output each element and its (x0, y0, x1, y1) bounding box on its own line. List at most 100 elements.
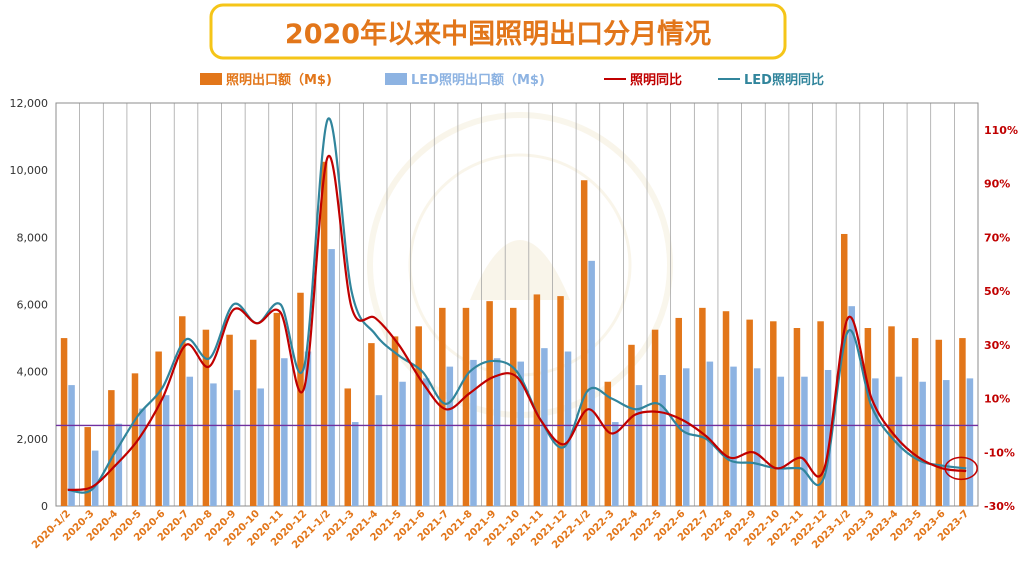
highlight-ellipse (944, 456, 978, 481)
bar-lighting-18 (486, 301, 493, 506)
y-right-tick-label: -10% (984, 446, 1015, 459)
bar-led-6 (210, 383, 217, 506)
bar-lighting-14 (391, 336, 399, 506)
bar-led-10 (304, 351, 312, 506)
bar-lighting-36 (911, 338, 919, 506)
bar-led-14 (399, 381, 406, 506)
y-right-tick-label: 90% (984, 178, 1010, 191)
bar-lighting-8 (249, 339, 257, 506)
bar-led-9 (281, 358, 288, 506)
bar-lighting-10 (297, 292, 304, 506)
bar-lighting-23 (604, 381, 612, 506)
legend-label: 照明出口额（M$) (226, 72, 332, 88)
bar-lighting-13 (368, 343, 375, 506)
bar-led-8 (257, 388, 264, 506)
bar-lighting-6 (202, 329, 210, 506)
y-left-tick-label: 12,000 (10, 97, 49, 110)
y-right-tick-label: -30% (984, 500, 1015, 513)
legend-item-2: 照明同比 (604, 72, 682, 88)
bar-led-3 (139, 408, 146, 506)
bar-lighting-31 (793, 328, 801, 506)
bar-led-24 (635, 385, 643, 506)
bar-lighting-30 (770, 321, 777, 506)
y-left-tick-label: 0 (41, 500, 48, 513)
bar-lighting-28 (722, 311, 730, 506)
bar-lighting-37 (935, 339, 943, 506)
bar-lighting-12 (344, 388, 352, 506)
bar-led-28 (730, 366, 737, 506)
bar-led-32 (824, 369, 832, 506)
y-right-tick-label: 50% (984, 285, 1010, 298)
legend-swatch (385, 73, 407, 85)
bar-led-37 (943, 380, 950, 506)
y-left-tick-label: 4,000 (17, 366, 49, 379)
bar-led-36 (919, 381, 926, 506)
bar-lighting-3 (131, 373, 139, 506)
bar-lighting-25 (651, 329, 659, 506)
bar-lighting-2 (108, 390, 115, 506)
bar-led-5 (186, 376, 194, 506)
bar-led-13 (375, 395, 383, 506)
bar-led-12 (352, 422, 359, 506)
legend-swatch (200, 73, 222, 85)
bar-lighting-11 (320, 161, 328, 507)
bar-lighting-15 (415, 326, 422, 506)
bar-lighting-4 (155, 351, 162, 506)
bar-led-34 (872, 378, 879, 506)
bar-lighting-5 (179, 316, 186, 506)
bar-led-26 (682, 368, 690, 506)
bar-lighting-27 (699, 307, 706, 506)
legend-label: LED照明出口额（M$) (411, 72, 545, 88)
bar-led-19 (517, 361, 524, 506)
y-right-tick-label: 110% (984, 124, 1018, 137)
bar-led-30 (777, 376, 785, 506)
plot-area (55, 102, 979, 507)
bar-led-38 (966, 378, 974, 506)
bar-led-25 (659, 375, 666, 506)
y-right-tick-label: 70% (984, 231, 1010, 244)
bar-lighting-0 (60, 338, 68, 506)
bar-lighting-33 (840, 233, 848, 506)
bar-lighting-32 (817, 321, 824, 506)
legend-item-0: 照明出口额（M$) (200, 72, 332, 88)
bar-led-7 (233, 390, 241, 506)
bar-lighting-26 (675, 317, 682, 506)
line-lighting-yoy (67, 154, 967, 491)
bar-led-0 (68, 385, 75, 506)
bar-led-16 (446, 366, 454, 506)
bar-led-11 (328, 249, 335, 506)
bar-led-23 (612, 422, 619, 506)
title-box (209, 3, 787, 60)
bar-led-4 (162, 395, 170, 506)
bar-led-22 (588, 260, 595, 506)
legend: 照明出口额（M$) LED照明出口额（M$) 照明同比 LED照明同比 (200, 72, 824, 88)
legend-label: LED照明同比 (744, 72, 824, 88)
bar-lighting-19 (510, 307, 517, 506)
chart-title: 2020年以来中国照明出口分月情况 (285, 18, 711, 50)
y-right-tick-label: 10% (984, 393, 1010, 406)
bar-lighting-7 (226, 334, 233, 506)
bar-led-1 (91, 450, 99, 506)
bar-led-31 (801, 376, 808, 506)
line-led-yoy (67, 117, 967, 494)
legend-item-1: LED照明出口额（M$) (385, 72, 545, 88)
legend-label: 照明同比 (630, 72, 682, 88)
bar-lighting-20 (533, 294, 541, 506)
bar-lighting-21 (557, 296, 564, 506)
bar-led-33 (848, 306, 855, 506)
legend-item-3: LED照明同比 (718, 72, 824, 88)
y-left-tick-label: 6,000 (17, 299, 49, 312)
bar-lighting-17 (462, 307, 470, 506)
bar-led-15 (422, 378, 430, 506)
bar-led-2 (115, 423, 123, 506)
plot-border (55, 102, 979, 507)
y-right-tick-label: 30% (984, 339, 1010, 352)
y-left-tick-label: 2,000 (17, 433, 49, 446)
bar-lighting-34 (864, 328, 872, 506)
bar-led-29 (753, 368, 761, 506)
bar-lighting-1 (84, 427, 91, 506)
bar-led-21 (564, 351, 572, 506)
bar-lighting-9 (273, 312, 281, 506)
bar-led-27 (706, 361, 714, 506)
